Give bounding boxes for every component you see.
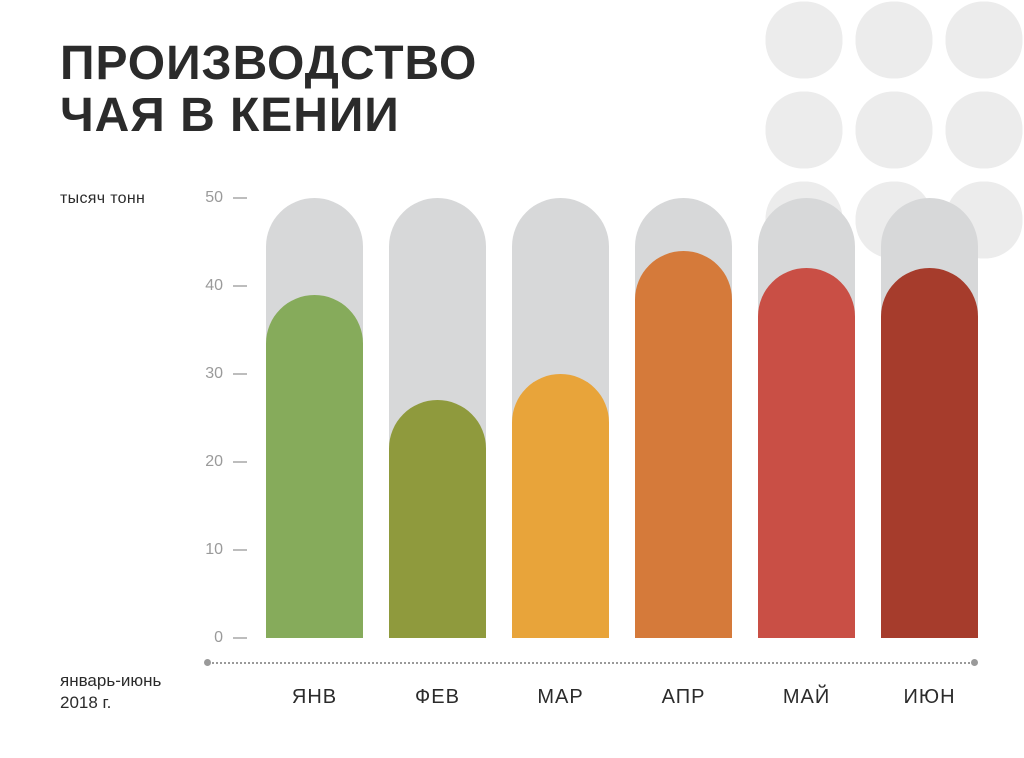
x-axis-row: январь-июнь 2018 г. ЯНВ ФЕВ МАР АПР МАЙ ИЮН (60, 648, 984, 718)
y-tick-mark (233, 285, 247, 287)
page-title: ПРОИЗВОДСТВО ЧАЯ В КЕНИИ (60, 38, 477, 142)
bar (266, 295, 363, 638)
period-label-line-1: январь-июнь (60, 670, 161, 692)
chart-column (266, 198, 363, 638)
timeline-dotted-line (208, 662, 974, 664)
x-axis-label: ФЕВ (389, 686, 486, 709)
x-axis-label: АПР (635, 686, 732, 709)
y-axis: 50403020100 (195, 198, 255, 638)
y-tick-label: 50 (195, 189, 223, 207)
chart-column (881, 198, 978, 638)
period-label-line-2: 2018 г. (60, 692, 161, 714)
bar (389, 400, 486, 638)
x-axis-label: МАР (512, 686, 609, 709)
y-tick: 30 (195, 365, 255, 383)
bar (881, 268, 978, 638)
y-tick-label: 0 (195, 629, 223, 647)
y-tick: 50 (195, 189, 255, 207)
y-tick: 20 (195, 453, 255, 471)
y-tick: 10 (195, 541, 255, 559)
y-tick-mark (233, 461, 247, 463)
timeline-end-dot (971, 659, 978, 666)
x-axis-label: ИЮН (881, 686, 978, 709)
y-tick-mark (233, 197, 247, 199)
title-line-1: ПРОИЗВОДСТВО (60, 38, 477, 90)
bar (512, 374, 609, 638)
tea-production-chart: тысяч тонн 50 40 30 20 10 0 январь-июнь 2018 … (60, 190, 984, 718)
chart-column (512, 198, 609, 638)
y-tick-mark (233, 637, 247, 639)
title-line-2: ЧАЯ В КЕНИИ (60, 90, 477, 142)
y-tick-label: 30 (195, 365, 223, 383)
chart-column (758, 198, 855, 638)
x-axis-labels: ЯНВ ФЕВ МАР АПР МАЙ ИЮН (260, 686, 984, 709)
y-tick-mark (233, 373, 247, 375)
x-axis-label: ЯНВ (266, 686, 363, 709)
y-axis-label: тысяч тонн (60, 190, 145, 208)
bar (758, 268, 855, 638)
y-tick: 0 (195, 629, 255, 647)
chart-column (635, 198, 732, 638)
timeline-start-dot (204, 659, 211, 666)
chart-plot-area (260, 198, 984, 638)
period-label: январь-июнь 2018 г. (60, 670, 161, 714)
y-tick-label: 10 (195, 541, 223, 559)
x-axis-label: МАЙ (758, 686, 855, 709)
y-tick-mark (233, 549, 247, 551)
y-tick: 40 (195, 277, 255, 295)
y-tick-label: 20 (195, 453, 223, 471)
bar (635, 251, 732, 638)
y-tick-label: 40 (195, 277, 223, 295)
chart-column (389, 198, 486, 638)
